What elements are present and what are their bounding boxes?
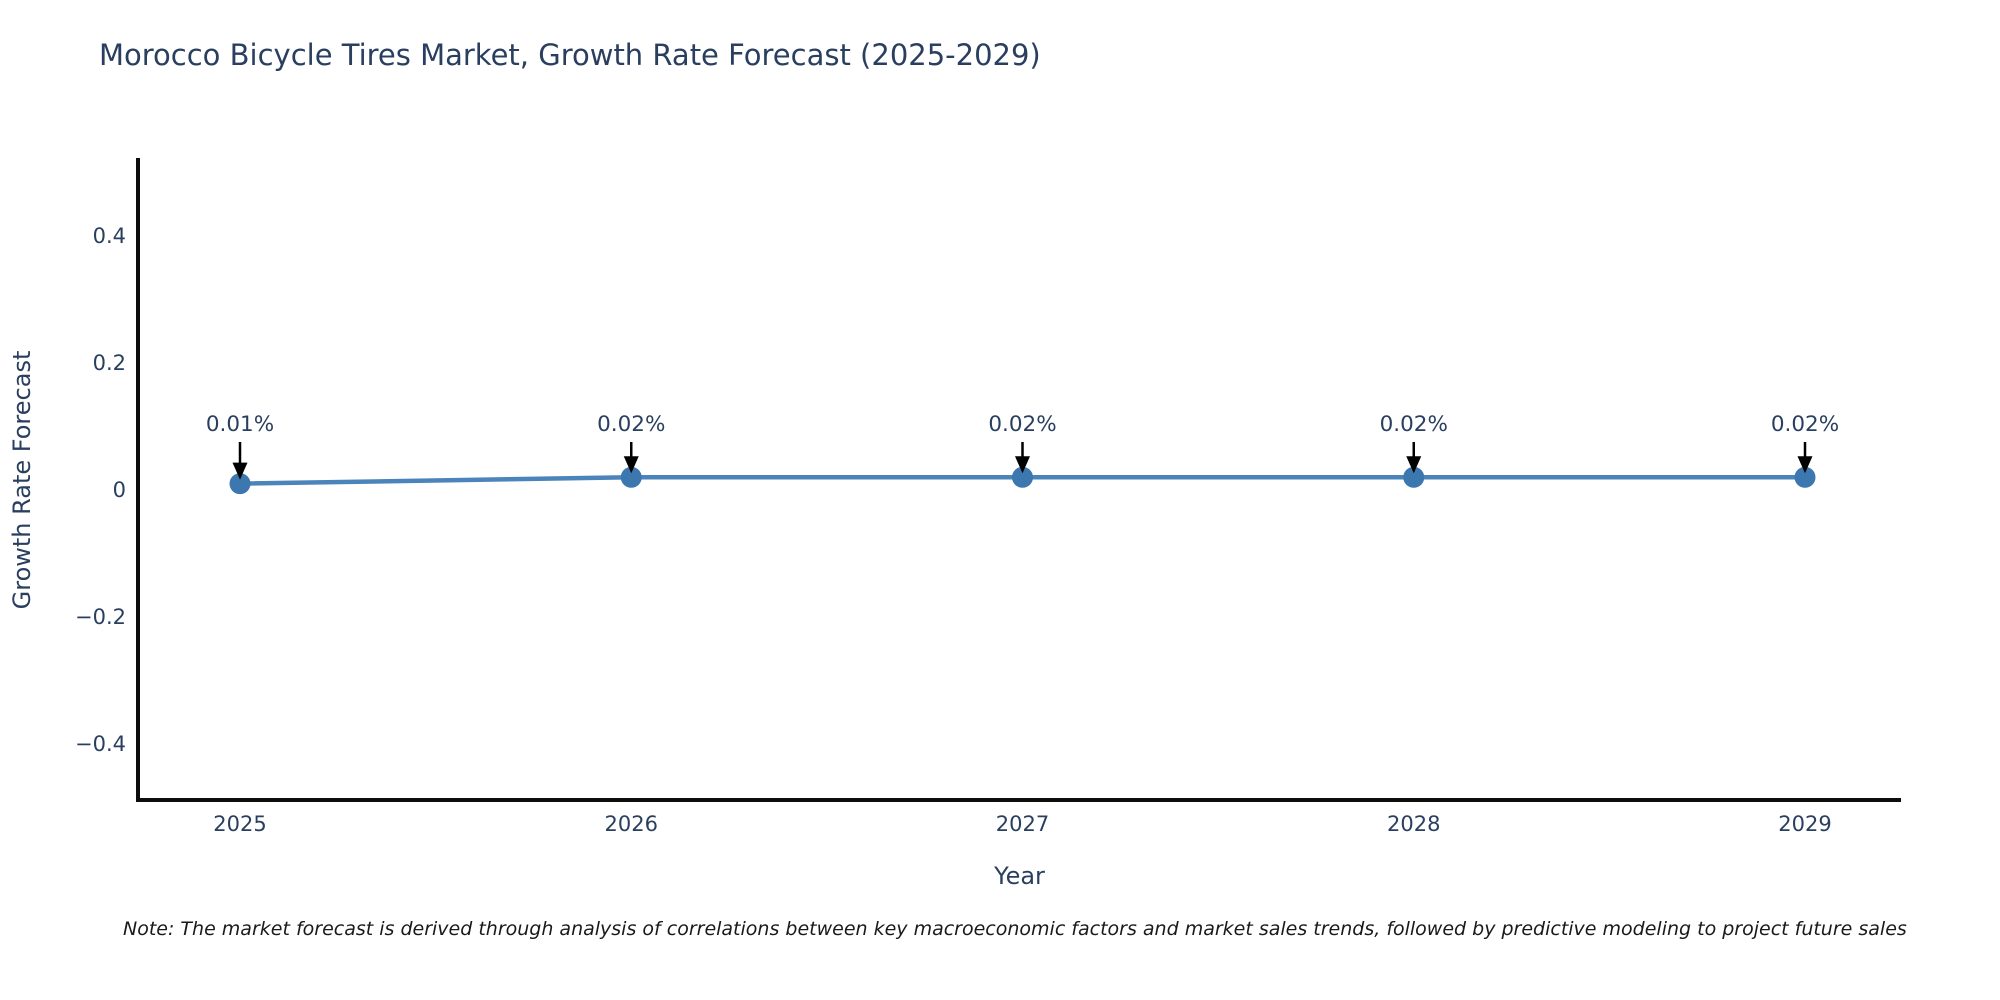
y-tick-label: 0.4 [93, 224, 126, 248]
annotation-arrowhead [623, 456, 639, 474]
data-point-marker [620, 466, 642, 488]
y-tick-label: 0 [113, 478, 126, 502]
data-point-label: 0.02% [597, 412, 665, 437]
y-tick-label: −0.4 [75, 732, 126, 756]
y-axis-title: Growth Rate Forecast [8, 351, 36, 610]
data-point-marker [1012, 466, 1033, 488]
x-tick-label: 2025 [213, 812, 266, 836]
y-tick-label: −0.2 [75, 605, 126, 629]
data-point-label: 0.02% [1771, 412, 1839, 437]
chart-title: Morocco Bicycle Tires Market, Growth Rat… [99, 38, 1041, 72]
data-point-label: 0.02% [988, 412, 1056, 437]
x-tick-label: 2028 [1387, 812, 1440, 836]
annotation-arrowhead [1015, 456, 1030, 474]
x-tick-label: 2029 [1778, 812, 1831, 836]
annotation-arrowhead [1797, 456, 1813, 474]
x-tick-label: 2026 [605, 812, 658, 836]
x-tick-label: 2027 [996, 812, 1049, 836]
annotation-arrowhead [1406, 456, 1422, 474]
data-point-marker [229, 473, 251, 495]
y-tick-label: 0.2 [93, 351, 126, 375]
data-point-label: 0.02% [1380, 412, 1448, 437]
footnote: Note: The market forecast is derived thr… [123, 918, 1907, 940]
data-point-marker [1403, 466, 1425, 488]
data-point-marker [1794, 466, 1816, 488]
annotation-arrowhead [232, 462, 248, 480]
data-point-label: 0.01% [206, 412, 274, 437]
x-axis-title: Year [993, 862, 1045, 890]
